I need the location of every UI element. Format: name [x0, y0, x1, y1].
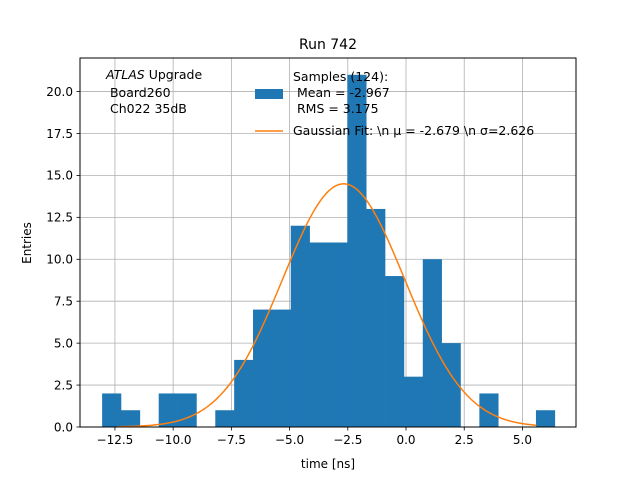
annotation-line-2: Board260 [106, 85, 171, 100]
annotation-upgrade-word: Upgrade [145, 67, 203, 82]
histogram-bar [120, 410, 141, 427]
y-tick-label: 0.0 [54, 420, 73, 434]
y-tick-label: 5.0 [54, 336, 73, 350]
histogram-bar [347, 74, 367, 427]
histogram-bar [328, 242, 348, 427]
gaussian-fit [117, 183, 537, 428]
histogram-bar [215, 410, 235, 427]
x-tick-label: −10.0 [155, 433, 192, 447]
x-tick-label: −7.5 [217, 433, 246, 447]
legend-patch-samples [255, 89, 283, 99]
y-tick-label: 12.5 [46, 211, 73, 225]
x-tick-label: 5.0 [513, 433, 532, 447]
x-tick-label: 2.5 [455, 433, 474, 447]
legend-samples-line-3: RMS = 3.175 [293, 101, 379, 116]
legend-gaussian-label: Gaussian Fit: \n μ = -2.679 \n σ=2.626 [293, 123, 534, 138]
histogram-bar [441, 343, 461, 427]
histogram-bars [102, 74, 556, 427]
axis-ticks: −12.5 −10.0 −7.5 −5.0 −2.5 0.0 2.5 5.0 0.0 2.5 5.0… [46, 85, 532, 447]
x-tick-label: 0.0 [396, 433, 415, 447]
x-tick-label: −2.5 [333, 433, 362, 447]
histogram-bar [271, 309, 292, 427]
x-tick-label: −12.5 [97, 433, 134, 447]
axes-frame [79, 57, 577, 428]
histogram-bar [535, 410, 556, 427]
histogram-bar [309, 242, 329, 427]
histogram-bar [403, 376, 424, 427]
y-tick-label: 20.0 [46, 85, 73, 99]
y-tick-label: 17.5 [46, 127, 73, 141]
annotation-atlas-word: ATLAS [105, 67, 145, 82]
gaussian-fit-curve [117, 183, 537, 428]
x-axis-label: time [ns] [301, 457, 355, 471]
histogram-bar [366, 208, 386, 427]
histogram-bar [253, 309, 273, 427]
x-tick-label: −5.0 [275, 433, 304, 447]
y-tick-label: 7.5 [54, 295, 73, 309]
histogram-bar [158, 393, 178, 427]
chart-title: Run 742 [299, 37, 357, 53]
y-tick-label: 10.0 [46, 253, 73, 267]
y-axis-label: Entries [20, 222, 34, 264]
histogram-bar [290, 225, 310, 427]
atlas-annotation: ATLAS Upgrade Board260 Ch022 35dB [105, 67, 202, 116]
annotation-line-3: Ch022 35dB [106, 101, 187, 116]
legend-samples-line-2: Mean = -2.967 [293, 85, 390, 100]
histogram-bar [177, 393, 197, 427]
legend-samples-line-1: Samples (124): [293, 69, 388, 84]
histogram-bar [234, 359, 254, 427]
legend: Samples (124): Mean = -2.967 RMS = 3.175… [255, 69, 534, 138]
y-tick-label: 2.5 [54, 378, 73, 392]
histogram-bar [102, 393, 122, 427]
histogram-bar [479, 393, 499, 427]
annotation-line-1: ATLAS Upgrade [105, 67, 202, 82]
y-tick-label: 15.0 [46, 169, 73, 183]
histogram-bar [385, 276, 405, 427]
